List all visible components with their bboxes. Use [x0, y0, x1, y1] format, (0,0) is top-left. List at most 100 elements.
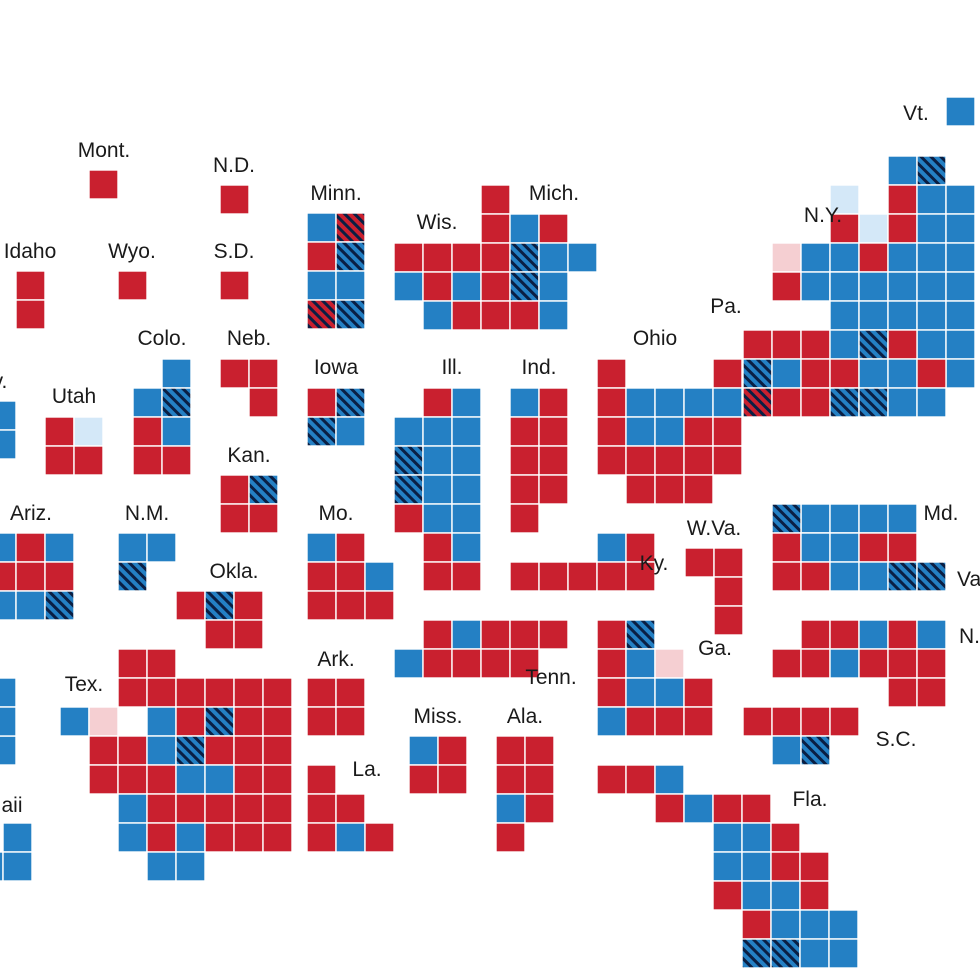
district-tile-republican — [422, 619, 453, 650]
district-tile-republican — [161, 445, 192, 476]
district-tile-democrat — [422, 445, 453, 476]
state-tex — [59, 648, 293, 882]
district-tile-democrat — [800, 503, 831, 534]
district-tile-democrat — [335, 270, 366, 301]
district-tile-republican — [175, 677, 206, 708]
district-tile-democrat — [306, 212, 337, 243]
district-tile-republican — [248, 503, 279, 534]
district-tile-republican — [771, 561, 802, 592]
district-tile-lean-republican — [771, 242, 802, 273]
district-tile-lean-democrat — [858, 213, 889, 244]
district-tile-republican — [480, 648, 511, 679]
district-tile-republican — [712, 793, 743, 824]
district-tile-republican — [306, 764, 337, 795]
state-label-hawaii: aii — [1, 794, 22, 817]
district-tile-democrat — [0, 590, 17, 621]
district-tile-democrat — [800, 242, 831, 273]
district-tile-republican — [596, 764, 627, 795]
district-tile-republican — [829, 706, 860, 737]
district-tile-democrat-hatched — [887, 561, 918, 592]
state-miss — [408, 735, 468, 795]
district-tile-democrat — [829, 561, 860, 592]
district-tile-republican — [335, 532, 366, 563]
district-tile-republican — [335, 677, 366, 708]
district-tile-democrat-hatched — [742, 358, 773, 389]
district-tile-democrat-hatched — [858, 329, 889, 360]
district-tile-republican — [858, 648, 889, 679]
district-tile-republican — [596, 416, 627, 447]
district-tile-democrat — [44, 532, 75, 563]
district-tile-republican — [451, 300, 482, 331]
district-tile-republican — [509, 300, 540, 331]
district-tile-republican — [88, 735, 119, 766]
state-nev — [0, 400, 17, 460]
state-label-ind: Ind. — [521, 356, 556, 379]
state-wva — [684, 547, 744, 636]
district-tile-democrat — [335, 822, 366, 853]
district-tile-republican — [712, 416, 743, 447]
district-tile-republican — [132, 416, 163, 447]
district-tile-republican — [219, 270, 250, 301]
district-tile-republican — [262, 793, 293, 824]
district-tile-republican — [771, 532, 802, 563]
district-tile-republican — [538, 561, 569, 592]
state-ore — [0, 677, 17, 737]
district-tile-democrat — [451, 619, 482, 650]
district-tile-republican — [480, 619, 511, 650]
district-tile-republican — [219, 503, 250, 534]
district-tile-republican — [219, 358, 250, 389]
state-label-wis: Wis. — [417, 211, 458, 234]
district-tile-republican — [858, 532, 889, 563]
district-tile-democrat — [422, 503, 453, 534]
district-tile-democrat — [538, 271, 569, 302]
state-fla — [596, 764, 859, 969]
district-tile-democrat — [654, 764, 685, 795]
state-label-kan: Kan. — [227, 444, 270, 467]
district-tile-republican — [73, 445, 104, 476]
state-colo — [132, 358, 192, 476]
district-tile-democrat-hatched — [800, 735, 831, 766]
district-tile-democrat-hatched — [771, 503, 802, 534]
district-tile-democrat — [161, 358, 192, 389]
district-tile-republican — [596, 648, 627, 679]
district-tile-republican — [683, 445, 714, 476]
district-tile-democrat — [596, 706, 627, 737]
district-tile-republican — [175, 706, 206, 737]
state-ala — [495, 735, 555, 853]
district-tile-democrat — [916, 619, 947, 650]
district-tile-democrat — [422, 416, 453, 447]
state-label-ariz: Ariz. — [10, 502, 52, 525]
district-tile-democrat — [364, 561, 395, 592]
district-tile-democrat-hatched — [335, 299, 366, 330]
district-tile-democrat — [146, 735, 177, 766]
district-tile-republican — [146, 822, 177, 853]
district-tile-republican — [422, 242, 453, 273]
district-tile-republican — [524, 735, 555, 766]
district-tile-democrat — [887, 503, 918, 534]
state-idaho — [15, 270, 46, 330]
district-tile-democrat — [916, 213, 947, 244]
state-kan — [219, 474, 279, 534]
district-tile-democrat — [887, 155, 918, 186]
state-label-nc: N.C. — [959, 625, 980, 648]
district-tile-republican — [233, 793, 264, 824]
district-tile-republican — [742, 329, 773, 360]
district-tile-democrat-hatched — [204, 706, 235, 737]
district-tile-democrat — [146, 706, 177, 737]
district-tile-republican — [654, 445, 685, 476]
district-tile-democrat — [596, 532, 627, 563]
district-tile-republican — [887, 677, 918, 708]
district-tile-democrat — [0, 532, 17, 563]
district-tile-democrat — [770, 909, 801, 940]
district-tile-democrat — [422, 474, 453, 505]
district-tile-democrat — [771, 735, 802, 766]
state-mich — [480, 184, 598, 331]
state-label-vt: Vt. — [903, 102, 929, 125]
district-tile-republican — [741, 793, 772, 824]
district-tile-republican — [306, 706, 337, 737]
district-tile-democrat — [858, 271, 889, 302]
district-tile-republican — [683, 474, 714, 505]
district-tile-republican — [713, 605, 744, 636]
state-vt — [945, 96, 976, 127]
district-tile-democrat — [451, 474, 482, 505]
